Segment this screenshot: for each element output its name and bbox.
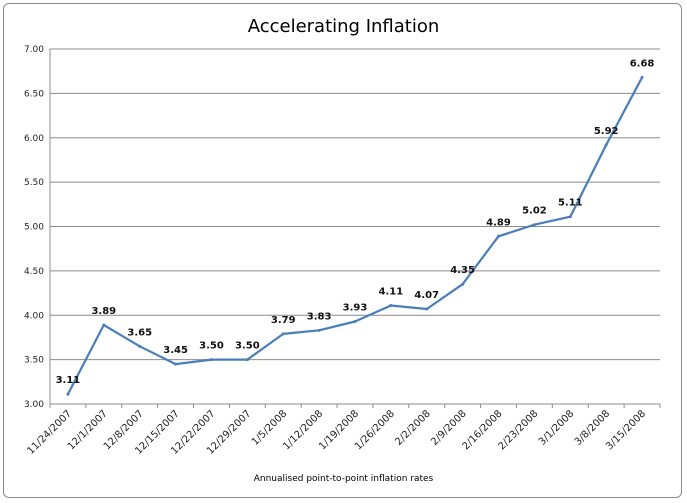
- series-line: [66, 76, 644, 395]
- data-label: 3.50: [199, 341, 224, 352]
- data-point: [425, 307, 429, 311]
- data-point: [353, 319, 357, 323]
- data-point: [604, 143, 608, 147]
- y-tick-label: 6.50: [24, 89, 44, 99]
- data-point: [389, 303, 393, 307]
- x-tick-label: 11/24/2007: [26, 408, 75, 457]
- data-label: 4.11: [379, 286, 404, 297]
- data-point: [174, 362, 178, 366]
- data-label: 5.11: [558, 198, 583, 209]
- data-point: [102, 323, 106, 327]
- data-point: [209, 358, 213, 362]
- data-point: [532, 223, 536, 227]
- data-label: 5.02: [522, 206, 547, 217]
- data-point: [317, 328, 321, 332]
- data-label: 3.11: [56, 375, 81, 386]
- data-label: 5.92: [594, 126, 619, 137]
- data-point: [497, 234, 501, 238]
- data-point: [245, 358, 249, 362]
- data-point: [281, 332, 285, 336]
- data-point: [138, 344, 142, 348]
- data-label: 3.83: [307, 311, 332, 322]
- chart-frame: [3, 3, 682, 498]
- x-tick-label: 2/2/2008: [393, 408, 433, 448]
- data-label: 3.93: [343, 302, 368, 313]
- y-tick-label: 6.00: [24, 134, 44, 144]
- data-label: 3.79: [271, 315, 296, 326]
- y-tick-label: 4.50: [24, 267, 44, 277]
- chart-title: Accelerating Inflation: [247, 16, 440, 37]
- y-tick-label: 5.00: [24, 223, 44, 233]
- y-tick-label: 7.00: [24, 45, 44, 55]
- data-point: [640, 75, 644, 79]
- data-label: 4.07: [414, 290, 439, 301]
- x-tick-label: 3/1/2008: [537, 408, 577, 448]
- data-point: [568, 215, 572, 219]
- data-label: 3.89: [91, 306, 116, 317]
- y-tick-label: 5.50: [24, 178, 44, 188]
- data-label: 3.65: [127, 327, 152, 338]
- data-point: [66, 392, 70, 396]
- x-axis-label: Annualised point-to-point inflation rate…: [253, 474, 434, 484]
- data-label: 6.68: [630, 58, 655, 69]
- data-label: 4.89: [486, 217, 511, 228]
- data-label: 3.50: [235, 341, 260, 352]
- y-tick-label: 3.00: [24, 400, 44, 410]
- data-point: [461, 282, 465, 286]
- data-label: 3.45: [163, 345, 188, 356]
- data-label: 4.35: [450, 265, 475, 276]
- y-tick-label: 4.00: [24, 311, 44, 321]
- y-tick-label: 3.50: [24, 356, 44, 366]
